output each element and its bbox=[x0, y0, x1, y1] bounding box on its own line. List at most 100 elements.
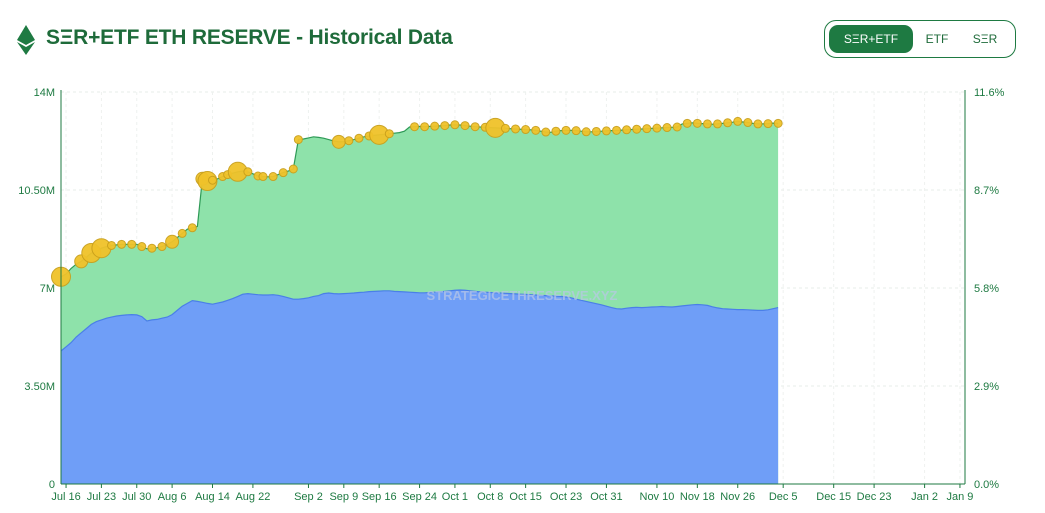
x-tick-label: Sep 16 bbox=[362, 491, 397, 503]
x-tick-label: Jan 2 bbox=[911, 491, 938, 503]
purchase-bubble[interactable] bbox=[147, 243, 157, 253]
purchase-bubble[interactable] bbox=[288, 164, 298, 174]
purchase-bubble[interactable] bbox=[440, 121, 450, 131]
purchase-bubble[interactable] bbox=[531, 125, 541, 135]
purchase-bubble[interactable] bbox=[652, 123, 662, 133]
purchase-bubble[interactable] bbox=[331, 134, 346, 149]
purchase-bubble[interactable] bbox=[344, 136, 354, 146]
purchase-bubble[interactable] bbox=[293, 135, 303, 145]
x-tick-label: Jul 16 bbox=[51, 491, 80, 503]
left-tick-label: 3.50M bbox=[24, 381, 55, 393]
left-axis-ticks: 0 3.50M 7M 10.50M 14M bbox=[18, 87, 55, 491]
purchase-bubble[interactable] bbox=[601, 126, 611, 136]
purchase-bubble[interactable] bbox=[157, 242, 167, 252]
right-axis-ticks: 0.0% 2.9% 5.8% 8.7% 11.6% bbox=[974, 87, 1005, 491]
etf-line bbox=[60, 289, 779, 352]
purchase-bubble[interactable] bbox=[137, 242, 147, 252]
purchase-bubble[interactable] bbox=[384, 129, 394, 139]
x-tick-label: Dec 23 bbox=[857, 491, 892, 503]
purchase-bubble[interactable] bbox=[258, 172, 268, 182]
toggle-ser-etf-button[interactable]: SΞR+ETF bbox=[829, 25, 913, 53]
right-tick-label: 11.6% bbox=[974, 87, 1005, 99]
purchase-bubble[interactable] bbox=[692, 118, 702, 128]
x-tick-label: Aug 22 bbox=[235, 491, 270, 503]
purchase-bubble[interactable] bbox=[662, 123, 672, 133]
purchase-bubble[interactable] bbox=[733, 116, 743, 126]
toggle-ser-button[interactable]: SΞR bbox=[972, 32, 998, 46]
purchase-bubbles bbox=[51, 116, 783, 287]
x-tick-label: Aug 6 bbox=[158, 491, 187, 503]
purchase-bubble[interactable] bbox=[672, 122, 682, 132]
purchase-bubble[interactable] bbox=[450, 120, 460, 130]
purchase-bubble[interactable] bbox=[410, 122, 420, 132]
purchase-bubble[interactable] bbox=[511, 124, 521, 134]
x-tick-label: Nov 18 bbox=[680, 491, 715, 503]
ethereum-diamond-icon bbox=[17, 25, 35, 55]
left-tick-label: 10.50M bbox=[18, 185, 55, 197]
purchase-bubble[interactable] bbox=[354, 133, 364, 143]
purchase-bubble[interactable] bbox=[591, 126, 601, 136]
purchase-bubble[interactable] bbox=[713, 119, 723, 129]
left-tick-label: 7M bbox=[40, 283, 55, 295]
x-axis-ticks: Jul 16 Jul 23 Jul 30 Aug 6 Aug 14 Aug 22 Sep 2… bbox=[51, 484, 973, 503]
purchase-bubble[interactable] bbox=[243, 167, 253, 177]
purchase-bubble[interactable] bbox=[208, 175, 218, 185]
purchase-bubble[interactable] bbox=[773, 118, 783, 128]
purchase-bubble[interactable] bbox=[632, 124, 642, 134]
purchase-bubble[interactable] bbox=[177, 228, 187, 238]
page-title: SΞR+ETF ETH RESERVE - Historical Data bbox=[46, 26, 453, 49]
x-tick-label: Sep 9 bbox=[329, 491, 358, 503]
purchase-bubble[interactable] bbox=[622, 125, 632, 135]
x-tick-label: Aug 14 bbox=[195, 491, 230, 503]
x-tick-label: Oct 23 bbox=[550, 491, 582, 503]
purchase-bubble[interactable] bbox=[561, 125, 571, 135]
purchase-bubble[interactable] bbox=[581, 127, 591, 137]
x-tick-label: Sep 24 bbox=[402, 491, 437, 503]
view-toggle: SΞR+ETF ETF SΞR bbox=[824, 20, 1016, 58]
left-tick-label: 0 bbox=[49, 479, 55, 491]
x-tick-label: Oct 8 bbox=[477, 491, 503, 503]
purchase-bubble[interactable] bbox=[420, 122, 430, 132]
purchase-bubble[interactable] bbox=[500, 123, 510, 133]
purchase-bubble[interactable] bbox=[642, 124, 652, 134]
purchase-bubble[interactable] bbox=[165, 234, 180, 249]
right-tick-label: 5.8% bbox=[974, 283, 999, 295]
watermark: STRATEGICETHRESERVE.XYZ bbox=[427, 288, 618, 303]
purchase-bubble[interactable] bbox=[723, 118, 733, 128]
x-tick-label: Jul 23 bbox=[87, 491, 116, 503]
purchase-bubble[interactable] bbox=[107, 240, 117, 250]
x-tick-label: Oct 15 bbox=[509, 491, 541, 503]
purchase-bubble[interactable] bbox=[682, 118, 692, 128]
chart-axes bbox=[60, 90, 966, 485]
x-tick-label: Jan 9 bbox=[946, 491, 973, 503]
purchase-bubble[interactable] bbox=[470, 122, 480, 132]
purchase-bubble[interactable] bbox=[763, 119, 773, 129]
purchase-bubble[interactable] bbox=[612, 125, 622, 135]
purchase-bubble[interactable] bbox=[117, 239, 127, 249]
purchase-bubble[interactable] bbox=[187, 223, 197, 233]
right-tick-label: 0.0% bbox=[974, 479, 999, 491]
purchase-bubble[interactable] bbox=[551, 126, 561, 136]
left-tick-label: 14M bbox=[34, 87, 55, 99]
x-tick-label: Sep 2 bbox=[294, 491, 323, 503]
right-tick-label: 8.7% bbox=[974, 185, 999, 197]
purchase-bubble[interactable] bbox=[702, 119, 712, 129]
etf-area bbox=[61, 290, 779, 484]
right-tick-label: 2.9% bbox=[974, 381, 999, 393]
x-tick-label: Dec 5 bbox=[769, 491, 798, 503]
purchase-bubble[interactable] bbox=[541, 127, 551, 137]
purchase-bubble[interactable] bbox=[521, 125, 531, 135]
purchase-bubble[interactable] bbox=[268, 172, 278, 182]
toggle-etf-button[interactable]: ETF bbox=[925, 32, 949, 46]
purchase-bubble[interactable] bbox=[753, 119, 763, 129]
x-tick-label: Jul 30 bbox=[122, 491, 151, 503]
purchase-bubble[interactable] bbox=[460, 121, 470, 131]
purchase-bubble[interactable] bbox=[430, 121, 440, 131]
purchase-bubble[interactable] bbox=[278, 168, 288, 178]
purchase-bubble[interactable] bbox=[571, 126, 581, 136]
x-tick-label: Nov 10 bbox=[640, 491, 675, 503]
purchase-bubble[interactable] bbox=[743, 118, 753, 128]
x-tick-label: Nov 26 bbox=[720, 491, 755, 503]
purchase-bubble[interactable] bbox=[127, 239, 137, 249]
